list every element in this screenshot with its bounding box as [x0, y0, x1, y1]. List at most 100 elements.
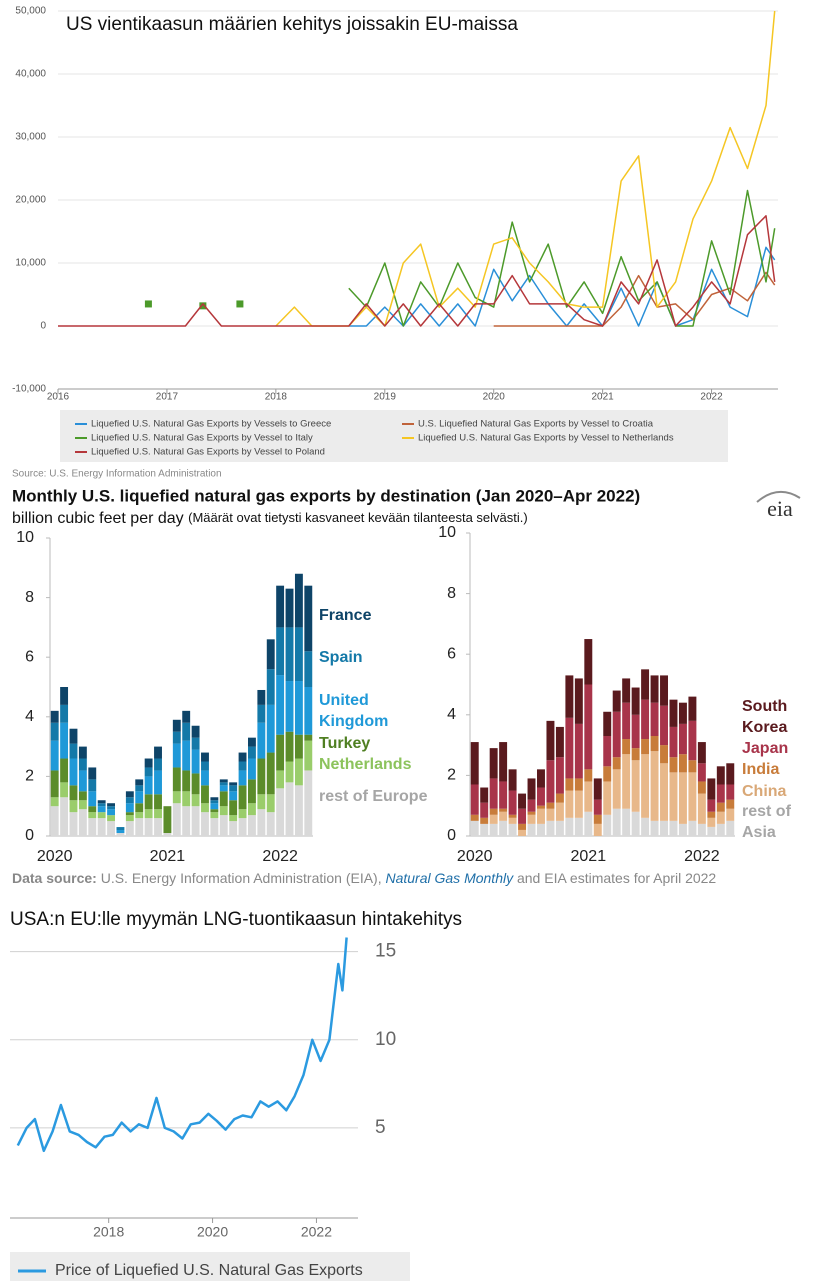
y-tick-label: 0 [40, 321, 46, 332]
bar-segment [669, 820, 678, 836]
bar-segment [697, 742, 706, 764]
subtitle: billion cubic feet per day [12, 510, 184, 527]
bar-segment [107, 815, 115, 822]
bar-segment [50, 740, 59, 771]
bar-segment [248, 746, 256, 759]
bar-segment [508, 814, 517, 818]
bar-segment [276, 627, 285, 676]
bar-segment [107, 803, 115, 807]
bar-segment [229, 785, 238, 792]
bar-segment [480, 787, 489, 803]
chart-title: USA:n EU:lle myymän LNG-tuontikaasun hin… [10, 909, 462, 930]
legend-label: Price of Liquefied U.S. Natural Gas Expo… [55, 1262, 363, 1279]
bar-segment [229, 791, 238, 801]
bar-segment [546, 820, 555, 836]
legend-label: India [742, 761, 780, 778]
bar-segment [125, 797, 134, 804]
bar-segment [537, 769, 545, 788]
bar-segment [470, 784, 479, 815]
bar-segment [669, 726, 678, 758]
bar-segment [191, 773, 200, 795]
y-tick-label: 10 [438, 524, 456, 541]
bar-segment [144, 767, 153, 777]
bar-segment [125, 815, 134, 822]
bar-segment [678, 723, 687, 755]
bar-segment [257, 809, 266, 836]
bar-segment [716, 823, 725, 836]
bar-segment [50, 770, 59, 798]
bar-segment [697, 763, 706, 782]
y-tick-label: 6 [447, 645, 456, 662]
bar-segment [78, 791, 87, 801]
x-tick-label: 2021 [571, 848, 607, 865]
bar-segment [201, 770, 209, 786]
bar-segment [266, 812, 275, 836]
bar-segment [78, 758, 87, 771]
annotation: (Määrät ovat tietysti kasvaneet kevään t… [188, 510, 528, 525]
bar-segment [678, 772, 687, 824]
bar-segment [489, 814, 498, 824]
legend-label: rest of Europe [319, 788, 428, 805]
legend-label: Netherlands [319, 756, 412, 773]
bar-segment [294, 734, 303, 759]
bar-segment [97, 818, 106, 836]
bar-segment [182, 740, 191, 771]
bar-segment [612, 757, 621, 770]
bar-segment [88, 767, 97, 780]
bar-segment [69, 800, 78, 813]
point-marker [236, 300, 244, 308]
bar-segment [97, 812, 106, 819]
x-tick-label: 2021 [150, 848, 186, 865]
bar-segment [238, 785, 247, 810]
bar-segment [726, 784, 735, 800]
bar-segment [294, 785, 303, 836]
bar-segment [60, 687, 69, 705]
bar-segment [508, 790, 517, 815]
bar-segment [97, 806, 106, 813]
source-note: and EIA estimates for April 2022 [517, 870, 716, 886]
legend-box [10, 1252, 410, 1281]
bar-segment [78, 809, 87, 836]
bar-segment [603, 766, 612, 782]
bar-segment [125, 821, 134, 836]
bar-segment [154, 794, 162, 810]
bar-segment [489, 748, 498, 779]
y-tick-label: 15 [375, 941, 396, 962]
y-tick-label: 2 [25, 768, 34, 785]
bar-segment [97, 803, 106, 807]
bar-segment [499, 808, 508, 812]
legend-label: China [742, 783, 787, 800]
bar-segment [631, 714, 640, 749]
bar-segment [172, 791, 181, 804]
bar-segment [660, 745, 668, 764]
bar-segment [574, 817, 583, 836]
bar-segment [527, 814, 536, 824]
bar-segment [191, 725, 200, 738]
bar-segment [499, 820, 508, 836]
bar-segment [584, 769, 593, 782]
bar-segment [294, 573, 303, 628]
bar-segment [716, 766, 725, 785]
bar-segment [641, 739, 650, 755]
bar-segment [125, 791, 134, 798]
bar-segment [527, 811, 536, 815]
bar-segment [574, 790, 583, 818]
bar-segment [678, 702, 687, 724]
bar-segment [125, 812, 134, 816]
bar-segment [191, 737, 200, 750]
x-tick-label: 2022 [262, 848, 298, 865]
bar-segment [60, 704, 69, 723]
bar-segment [88, 806, 97, 813]
bar-segment [612, 711, 621, 758]
bar-segment [219, 815, 228, 836]
x-tick-label: 2016 [47, 392, 70, 403]
bar-segment [201, 803, 209, 813]
bar-segment [172, 767, 181, 792]
bar-segment [669, 699, 678, 727]
chart-title: US vientikaasun määrien kehitys joissaki… [66, 14, 518, 35]
x-tick-label: 2018 [93, 1224, 124, 1240]
bar-segment [257, 704, 266, 723]
line [58, 215, 776, 327]
